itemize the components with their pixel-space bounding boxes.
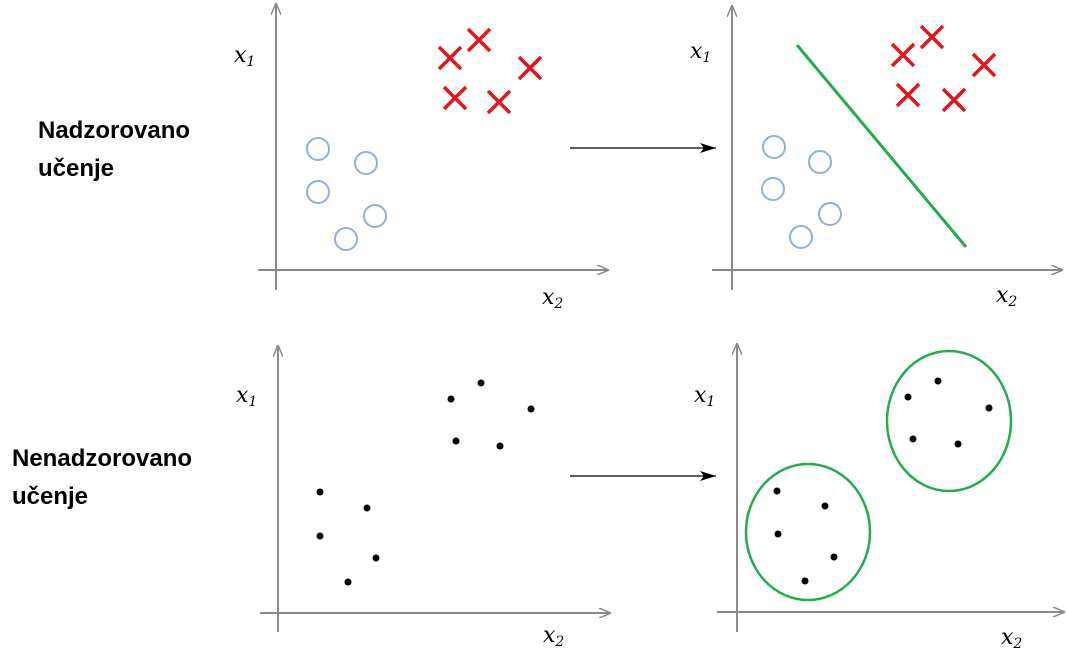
data-point — [801, 577, 809, 585]
plot-unsupervised-input: x1 x2 — [236, 346, 610, 650]
y-axis-label: x1 — [690, 39, 711, 66]
plot-supervised-output: x1 x2 — [690, 6, 1062, 310]
data-point — [452, 437, 460, 445]
row-label-supervised-line2: učenje — [38, 155, 114, 182]
data-point — [477, 379, 485, 387]
y-axis-label: x1 — [234, 43, 255, 70]
circle-class-points — [761, 135, 842, 249]
cross-marker — [442, 85, 468, 111]
circle-marker — [334, 227, 358, 251]
cross-marker — [466, 27, 492, 53]
data-point — [904, 393, 912, 401]
circle-marker — [789, 225, 813, 249]
data-point — [496, 442, 504, 450]
y-axis-label: x1 — [694, 383, 715, 410]
plot-unsupervised-output: x1 x2 — [694, 344, 1064, 650]
plot-supervised-input: x1 x2 — [234, 4, 608, 312]
cross-class-points — [437, 27, 543, 115]
row-label-supervised: Nadzorovano učenje — [38, 117, 190, 182]
data-point — [909, 435, 917, 443]
cluster-outline-1 — [885, 349, 1013, 493]
cross-marker — [919, 24, 945, 50]
circle-class-points — [306, 137, 387, 251]
data-point — [774, 530, 782, 538]
cross-marker — [971, 52, 997, 78]
data-point — [344, 578, 352, 586]
data-point — [954, 440, 962, 448]
y-axis-label: x1 — [236, 383, 257, 410]
circle-marker — [808, 150, 832, 174]
data-point — [316, 532, 324, 540]
circle-marker — [354, 151, 378, 175]
cross-marker — [486, 89, 512, 115]
circle-marker — [761, 177, 785, 201]
row-label-unsupervised-line1: Nenadzorovano — [12, 445, 192, 472]
data-point — [447, 395, 455, 403]
data-point — [527, 405, 535, 413]
row-label-unsupervised: Nenadzorovano učenje — [12, 445, 192, 510]
decision-boundary — [795, 44, 968, 248]
data-point — [821, 502, 829, 510]
data-point — [934, 377, 942, 385]
x-axis-label: x2 — [1001, 625, 1022, 650]
circle-marker — [818, 202, 842, 226]
circle-marker — [762, 135, 786, 159]
x-axis-label: x2 — [542, 285, 563, 312]
cross-class-points — [890, 24, 997, 113]
unlabeled-points — [316, 379, 535, 586]
data-point — [372, 554, 380, 562]
cross-marker — [941, 87, 967, 113]
x-axis-label: x2 — [996, 283, 1017, 310]
clustered-points — [773, 377, 993, 585]
cross-marker — [895, 82, 921, 108]
data-point — [773, 487, 781, 495]
cluster-outline-2 — [744, 462, 872, 602]
row-label-unsupervised-line2: učenje — [12, 483, 88, 510]
circle-marker — [306, 180, 330, 204]
circle-marker — [363, 204, 387, 228]
cross-marker — [890, 42, 916, 68]
data-point — [363, 504, 371, 512]
data-point — [985, 404, 993, 412]
cross-marker — [517, 55, 543, 81]
row-label-supervised-line1: Nadzorovano — [38, 117, 190, 144]
circle-marker — [306, 137, 330, 161]
cross-marker — [437, 45, 463, 71]
data-point — [316, 488, 324, 496]
x-axis-label: x2 — [543, 623, 564, 650]
data-point — [830, 553, 838, 561]
